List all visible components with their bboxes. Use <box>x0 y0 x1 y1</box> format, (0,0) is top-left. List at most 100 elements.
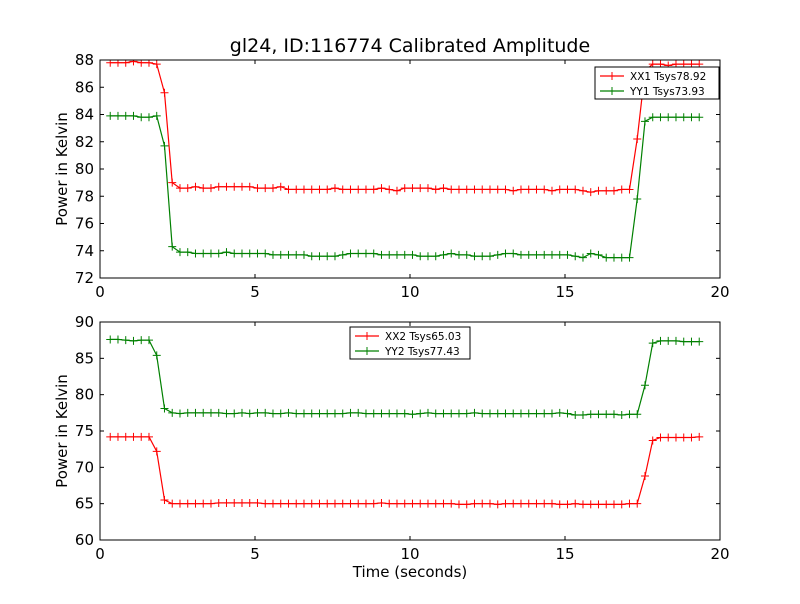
data-point <box>571 185 580 194</box>
data-point <box>555 408 564 417</box>
data-point <box>315 185 324 194</box>
data-point <box>423 499 432 508</box>
data-point <box>423 252 432 261</box>
data-point <box>555 185 564 194</box>
data-point <box>516 409 525 418</box>
data-point <box>261 408 270 417</box>
data-point <box>695 113 704 122</box>
y-tick-label: 85 <box>75 349 94 367</box>
data-point <box>199 499 208 508</box>
data-point <box>144 432 153 441</box>
data-point <box>106 432 115 441</box>
legend-label: XX1 Tsys78.92 <box>630 71 706 83</box>
data-point <box>245 498 254 507</box>
data-point <box>338 409 347 418</box>
data-point <box>485 185 494 194</box>
data-point <box>454 500 463 509</box>
data-point <box>369 249 378 258</box>
data-point <box>237 182 246 191</box>
data-point <box>664 433 673 442</box>
data-point <box>346 408 355 417</box>
data-point <box>160 141 169 150</box>
data-point <box>470 499 479 508</box>
data-point <box>687 433 696 442</box>
data-point <box>617 253 626 262</box>
data-point <box>183 248 192 257</box>
data-point <box>222 498 231 507</box>
legend-box <box>349 326 471 360</box>
data-point <box>501 409 510 418</box>
data-point <box>261 499 270 508</box>
data-point <box>408 410 417 419</box>
y-tick-label: 75 <box>75 422 94 440</box>
data-point <box>571 252 580 261</box>
data-point <box>168 242 177 251</box>
data-point <box>609 500 618 509</box>
data-point <box>478 409 487 418</box>
x-tick-label: 20 <box>710 283 729 301</box>
data-point <box>323 409 332 418</box>
data-point <box>315 409 324 418</box>
y-tick-label: 80 <box>75 160 94 178</box>
subplot-2: 0 5 10 15 20 60 65 70 75 80 85 90 Power in Kelvin Tim… <box>53 313 730 581</box>
data-point <box>439 409 448 418</box>
chart-title: gl24, ID:116774 Calibrated Amplitude <box>230 35 590 57</box>
data-point <box>400 250 409 259</box>
data-point <box>447 185 456 194</box>
data-point <box>431 185 440 194</box>
x-tick-label: 10 <box>400 283 419 301</box>
data-point <box>454 409 463 418</box>
data-point <box>106 335 115 344</box>
data-point <box>695 337 704 346</box>
data-point <box>633 410 642 419</box>
data-point <box>377 409 386 418</box>
data-point <box>276 409 285 418</box>
data-point <box>361 409 370 418</box>
data-point <box>516 250 525 259</box>
data-point <box>664 113 673 122</box>
data-point <box>377 498 386 507</box>
data-point <box>454 185 463 194</box>
data-point <box>284 250 293 259</box>
data-point <box>485 409 494 418</box>
data-point <box>245 182 254 191</box>
data-point <box>547 409 556 418</box>
data-point <box>509 499 518 508</box>
data-point <box>137 432 146 441</box>
data-point <box>563 500 572 509</box>
data-point <box>284 499 293 508</box>
data-point <box>447 409 456 418</box>
data-point <box>633 135 642 144</box>
data-point <box>230 182 239 191</box>
data-point <box>160 496 169 505</box>
y-tick-label: 90 <box>75 313 94 331</box>
data-point <box>633 499 642 508</box>
data-point <box>137 113 146 122</box>
data-point <box>416 499 425 508</box>
x-tick-label: 0 <box>95 545 105 563</box>
data-point <box>214 408 223 417</box>
legend-marker <box>363 332 371 340</box>
data-point <box>299 409 308 418</box>
data-point <box>586 188 595 197</box>
data-point <box>423 408 432 417</box>
data-point <box>454 250 463 259</box>
data-point <box>284 408 293 417</box>
data-point <box>152 111 161 120</box>
y-tick-label: 84 <box>75 106 94 124</box>
data-point <box>307 252 316 261</box>
data-point <box>563 250 572 259</box>
data-point <box>524 250 533 259</box>
data-point <box>323 185 332 194</box>
data-point <box>478 185 487 194</box>
data-point <box>168 178 177 187</box>
data-point <box>361 185 370 194</box>
data-point <box>501 499 510 508</box>
data-point <box>656 336 665 345</box>
data-point <box>121 432 130 441</box>
y-axis-label: Power in Kelvin <box>53 374 71 488</box>
data-point <box>292 499 301 508</box>
data-point <box>578 253 587 262</box>
data-point <box>423 184 432 193</box>
